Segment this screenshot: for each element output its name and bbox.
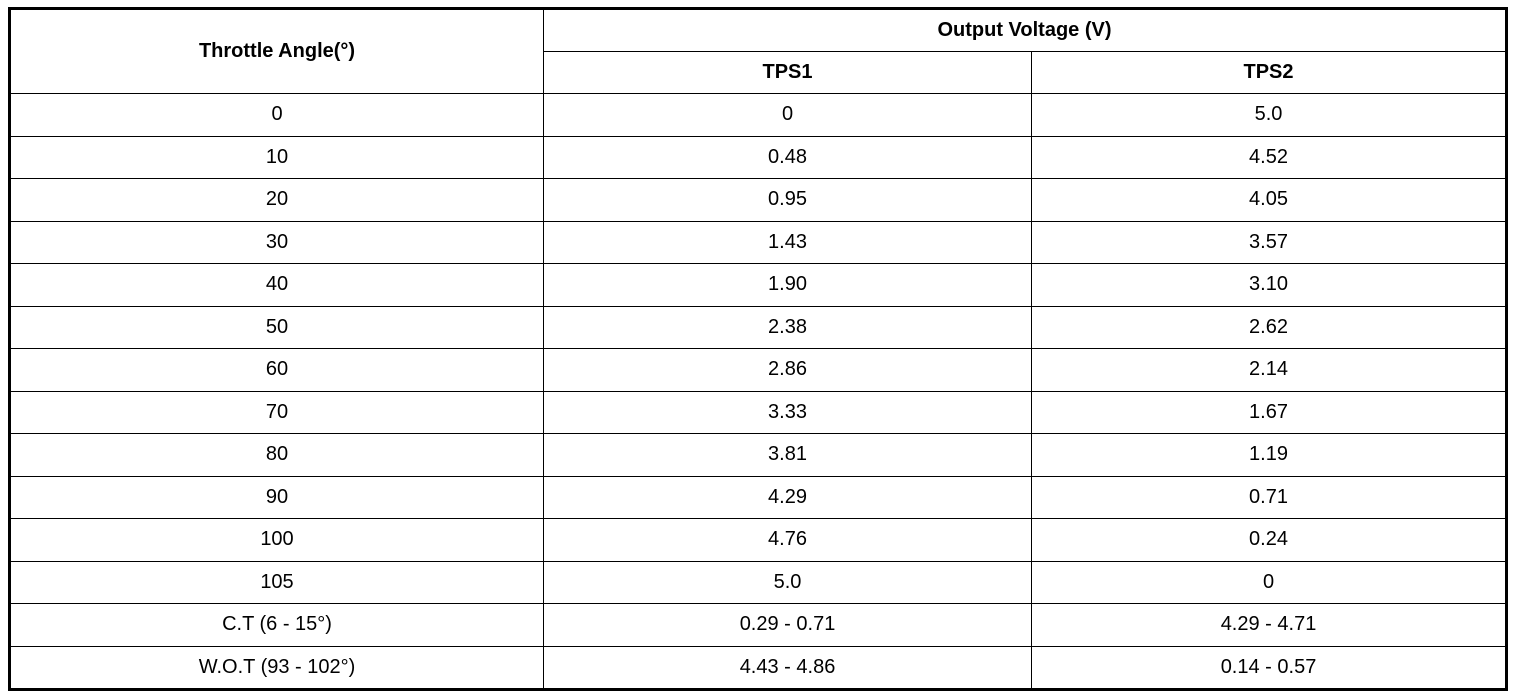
table-cell: 1.43 xyxy=(543,220,1032,264)
table-body: 0 0 5.0 10 0.48 4.52 20 0.95 4.05 30 1.43 3.57 40 1.9… xyxy=(9,93,1507,690)
table-cell: 5.0 xyxy=(543,560,1032,604)
table-container: Throttle Angle(°) Output Voltage (V) TPS… xyxy=(8,7,1508,691)
header-row: Throttle Angle(°) Output Voltage (V) xyxy=(9,8,1507,94)
table-cell: 3.81 xyxy=(543,433,1032,477)
column-header: TPS2 xyxy=(1031,51,1507,94)
table-cell: 3.10 xyxy=(1031,263,1507,307)
group-header: Output Voltage (V) xyxy=(543,8,1507,52)
table-cell: 0.24 xyxy=(1031,518,1507,562)
header-row: TPS1 TPS2 xyxy=(10,51,1507,94)
table-cell: 80 xyxy=(9,433,544,477)
table-cell: 0.29 - 0.71 xyxy=(543,603,1032,647)
table-cell: 3.57 xyxy=(1031,220,1507,264)
table-cell: 0 xyxy=(9,93,544,137)
column-header: TPS1 xyxy=(543,51,1032,94)
table-row: 10 0.48 4.52 xyxy=(9,135,1507,179)
table-head: Throttle Angle(°) Output Voltage (V) TPS… xyxy=(9,8,1507,94)
table-cell: 0.14 - 0.57 xyxy=(1031,645,1507,690)
table-row: 70 3.33 1.67 xyxy=(9,390,1507,434)
table-cell: 4.76 xyxy=(543,518,1032,562)
table-cell: 4.52 xyxy=(1031,135,1507,179)
table-cell: 2.86 xyxy=(543,348,1032,392)
table-row: 80 3.81 1.19 xyxy=(9,433,1507,477)
table-cell: 2.14 xyxy=(1031,348,1507,392)
table-cell: 0 xyxy=(1031,560,1507,604)
table-cell: 60 xyxy=(9,348,544,392)
table-row: 105 5.0 0 xyxy=(9,560,1507,604)
table-cell: 0.48 xyxy=(543,135,1032,179)
table-row: 30 1.43 3.57 xyxy=(9,220,1507,264)
table-cell: 90 xyxy=(9,475,544,519)
table-cell: 20 xyxy=(9,178,544,222)
table-cell: 5.0 xyxy=(1031,93,1507,137)
table-row: 100 4.76 0.24 xyxy=(9,518,1507,562)
table-cell: 0.95 xyxy=(543,178,1032,222)
table-cell: 1.67 xyxy=(1031,390,1507,434)
table-cell: 40 xyxy=(9,263,544,307)
table-cell: 10 xyxy=(9,135,544,179)
table-row: 20 0.95 4.05 xyxy=(9,178,1507,222)
table-cell: C.T (6 - 15°) xyxy=(9,603,544,647)
table-cell: 1.19 xyxy=(1031,433,1507,477)
table-cell: 100 xyxy=(9,518,544,562)
table-cell: 2.62 xyxy=(1031,305,1507,349)
table-cell: 1.90 xyxy=(543,263,1032,307)
table-cell: 4.29 xyxy=(543,475,1032,519)
table-row: 0 0 5.0 xyxy=(9,93,1507,137)
table-row: 40 1.90 3.10 xyxy=(9,263,1507,307)
table-cell: 105 xyxy=(9,560,544,604)
table-cell: 50 xyxy=(9,305,544,349)
table-cell: 2.38 xyxy=(543,305,1032,349)
table-cell: 4.05 xyxy=(1031,178,1507,222)
table-cell: 4.29 - 4.71 xyxy=(1031,603,1507,647)
table-cell: 70 xyxy=(9,390,544,434)
table-cell: W.O.T (93 - 102°) xyxy=(9,645,544,690)
angle-header: Throttle Angle(°) xyxy=(9,8,544,94)
table-cell: 30 xyxy=(9,220,544,264)
table-row: 60 2.86 2.14 xyxy=(9,348,1507,392)
table-cell: 3.33 xyxy=(543,390,1032,434)
table-cell: 4.43 - 4.86 xyxy=(543,645,1032,690)
voltage-table: Throttle Angle(°) Output Voltage (V) TPS… xyxy=(8,7,1508,691)
table-cell: 0 xyxy=(543,93,1032,137)
table-row: C.T (6 - 15°) 0.29 - 0.71 4.29 - 4.71 xyxy=(9,603,1507,647)
table-row: 50 2.38 2.62 xyxy=(9,305,1507,349)
table-row: W.O.T (93 - 102°) 4.43 - 4.86 0.14 - 0.57 xyxy=(9,645,1507,690)
table-cell: 0.71 xyxy=(1031,475,1507,519)
table-row: 90 4.29 0.71 xyxy=(9,475,1507,519)
